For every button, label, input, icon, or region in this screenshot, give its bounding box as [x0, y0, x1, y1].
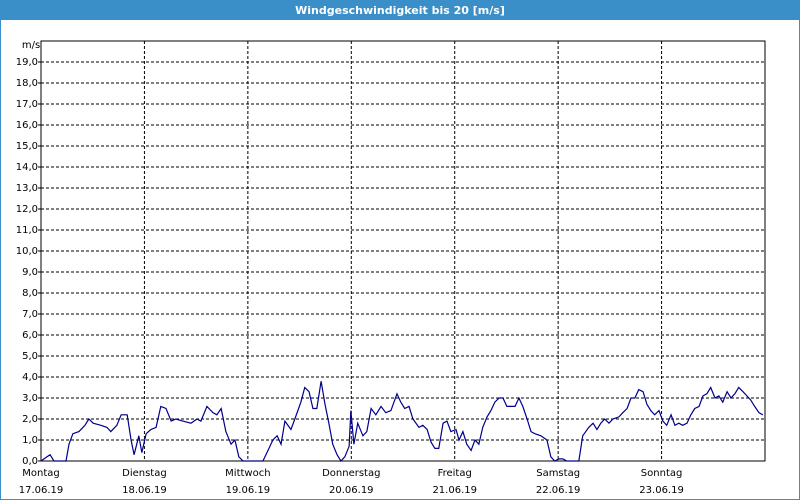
y-axis-label: m/s: [22, 40, 40, 51]
x-tick-label: Samstag: [536, 468, 580, 479]
x-tick-label: Dienstag: [122, 468, 167, 479]
x-tick-label: Montag: [22, 468, 59, 479]
x-tick-label: Donnerstag: [322, 468, 380, 479]
y-tick-label: 6,0: [22, 330, 38, 341]
x-tick-date: 23.06.19: [639, 485, 684, 496]
y-tick-label: 1,0: [22, 435, 38, 446]
y-tick-label: 7,0: [22, 309, 38, 320]
chart: m/s 0,0 1,0 2,0 3,0 4,0 5,0 6,0 7,0 8,0 9,0 10,0 11…: [16, 40, 766, 496]
x-tick-label: Mittwoch: [225, 468, 270, 479]
x-tick-date: 21.06.19: [432, 485, 477, 496]
y-tick-label: 14,0: [16, 162, 38, 173]
x-tick-label: Freitag: [438, 468, 472, 479]
y-tick-label: 0,0: [22, 456, 38, 467]
y-tick-label: 3,0: [22, 393, 38, 404]
y-tick-label: 2,0: [22, 414, 38, 425]
y-tick-label: 19,0: [16, 57, 38, 68]
title-bar: Windgeschwindigkeit bis 20 [m/s]: [1, 1, 799, 20]
plot-frame: [40, 40, 766, 462]
x-tick-date: 18.06.19: [122, 485, 167, 496]
x-tick-date: 17.06.19: [19, 485, 64, 496]
wind-line: [40, 381, 764, 462]
x-tick-date: 20.06.19: [329, 485, 374, 496]
y-tick-label: 16,0: [16, 120, 38, 131]
y-tick-label: 18,0: [16, 78, 38, 89]
y-tick-label: 11,0: [16, 225, 38, 236]
x-tick-date: 19.06.19: [226, 485, 271, 496]
y-tick-label: 13,0: [16, 183, 38, 194]
y-tick-label: 4,0: [22, 372, 38, 383]
y-tick-label: 10,0: [16, 246, 38, 257]
y-tick-label: 5,0: [22, 351, 38, 362]
x-tick-label: Sonntag: [641, 468, 683, 479]
y-tick-label: 15,0: [16, 141, 38, 152]
y-tick-label: 9,0: [22, 267, 38, 278]
x-tick-date: 22.06.19: [536, 485, 581, 496]
y-tick-label: 8,0: [22, 288, 38, 299]
y-tick-label: 12,0: [16, 204, 38, 215]
y-tick-label: 17,0: [16, 99, 38, 110]
